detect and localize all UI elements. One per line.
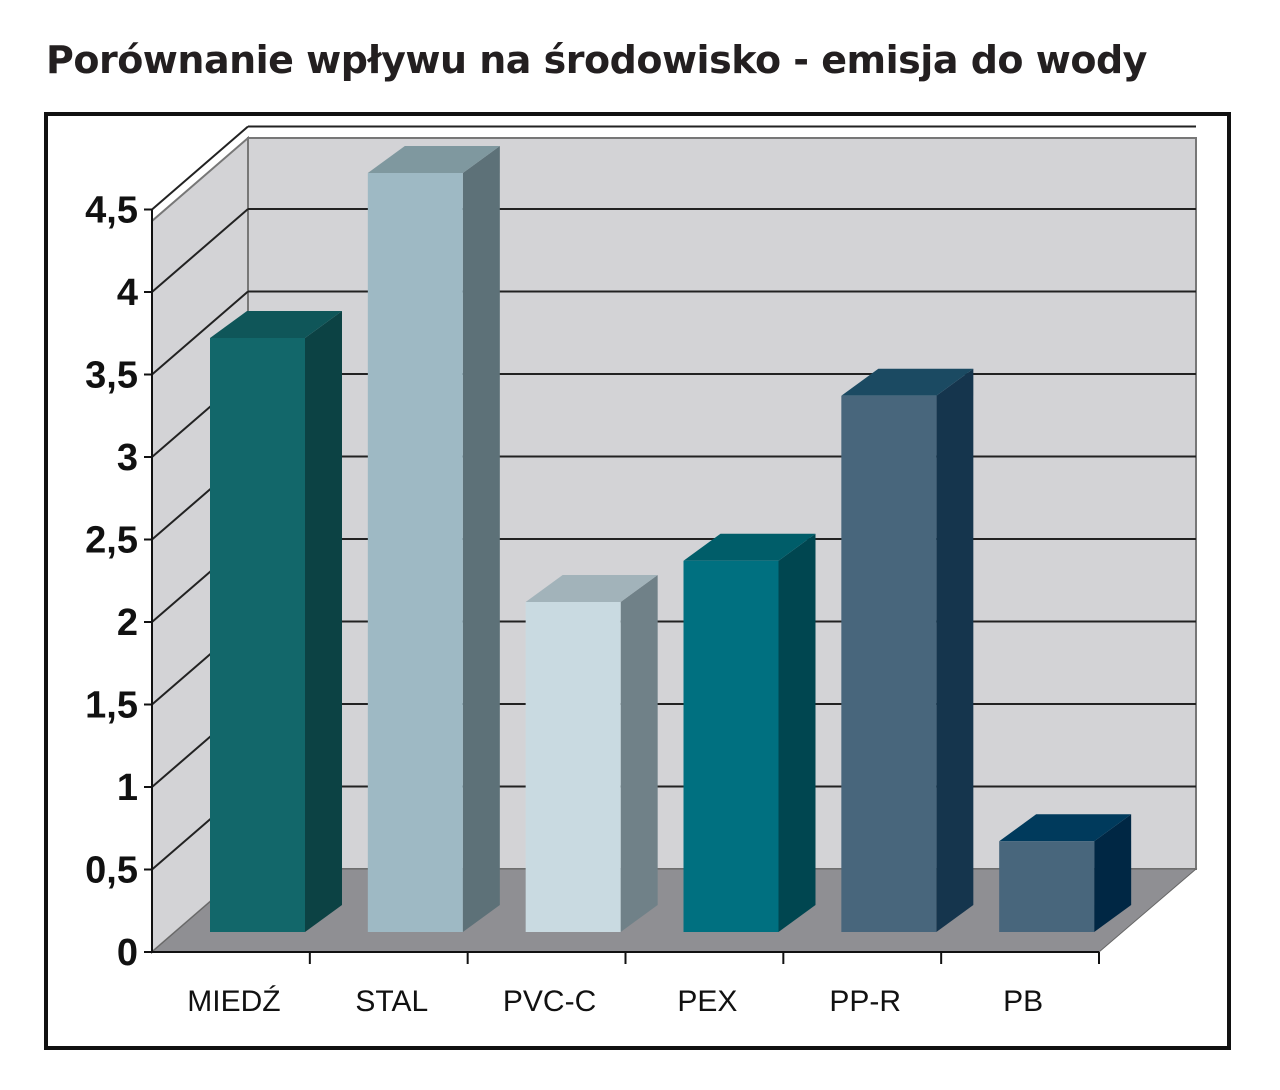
x-tick-label: PP-R [829, 985, 901, 1018]
bar-top [210, 311, 342, 338]
bar-side [936, 368, 974, 932]
gridline-side [151, 290, 249, 376]
y-tick-label: 0,5 [85, 850, 138, 892]
bar [210, 338, 305, 932]
y-tick-label: 2 [117, 602, 138, 644]
bar-side [1094, 814, 1132, 932]
y-tick-label: 4 [117, 272, 138, 314]
bar-side [305, 311, 342, 932]
bar [841, 395, 937, 932]
x-tick-label: MIEDŹ [187, 985, 280, 1018]
bar-side [462, 146, 500, 932]
y-tick-label: 4,5 [85, 190, 138, 232]
x-tick-label: PEX [677, 985, 737, 1018]
bar-top [683, 533, 816, 561]
y-tick-label: 3,5 [85, 355, 138, 397]
bar-side [620, 575, 658, 932]
bar-side [778, 533, 816, 932]
x-tick-label: PVC-C [503, 985, 596, 1018]
bar [525, 602, 621, 932]
bar-top [999, 814, 1132, 842]
x-tick-label: PB [1003, 985, 1043, 1018]
x-tick-label: STAL [355, 985, 428, 1018]
y-tick-label: 0 [117, 932, 138, 974]
y-tick-label: 3 [117, 437, 138, 479]
bar-top [841, 368, 974, 396]
y-tick-label: 2,5 [85, 520, 138, 562]
bar [367, 173, 463, 932]
bar-top [525, 575, 658, 602]
gridline-side [151, 125, 249, 211]
gridline-side [151, 208, 249, 293]
bar-top [367, 146, 500, 173]
bar [999, 841, 1095, 932]
y-tick-label: 1 [117, 767, 138, 809]
y-tick-label: 1,5 [85, 685, 138, 727]
chart-title: Porównanie wpływu na środowisko - emisja… [46, 38, 1147, 82]
bar [683, 560, 779, 932]
